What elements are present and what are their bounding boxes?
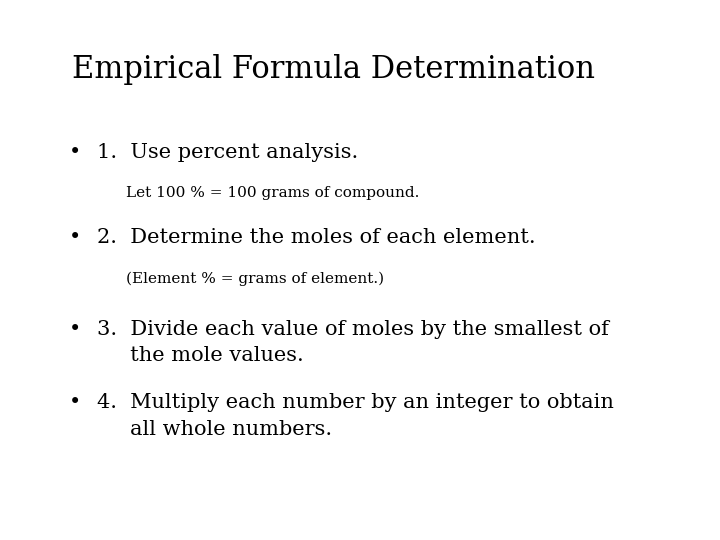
Text: 4.  Multiply each number by an integer to obtain
     all whole numbers.: 4. Multiply each number by an integer to… [97,393,614,438]
Text: (Element % = grams of element.): (Element % = grams of element.) [126,272,384,286]
Text: 3.  Divide each value of moles by the smallest of
     the mole values.: 3. Divide each value of moles by the sma… [97,320,609,365]
Text: •: • [68,143,81,162]
Text: 1.  Use percent analysis.: 1. Use percent analysis. [97,143,359,162]
Text: •: • [68,393,81,412]
Text: Let 100 % = 100 grams of compound.: Let 100 % = 100 grams of compound. [126,186,419,200]
Text: 2.  Determine the moles of each element.: 2. Determine the moles of each element. [97,228,536,247]
Text: •: • [68,320,81,339]
Text: •: • [68,228,81,247]
Text: Empirical Formula Determination: Empirical Formula Determination [72,54,595,85]
